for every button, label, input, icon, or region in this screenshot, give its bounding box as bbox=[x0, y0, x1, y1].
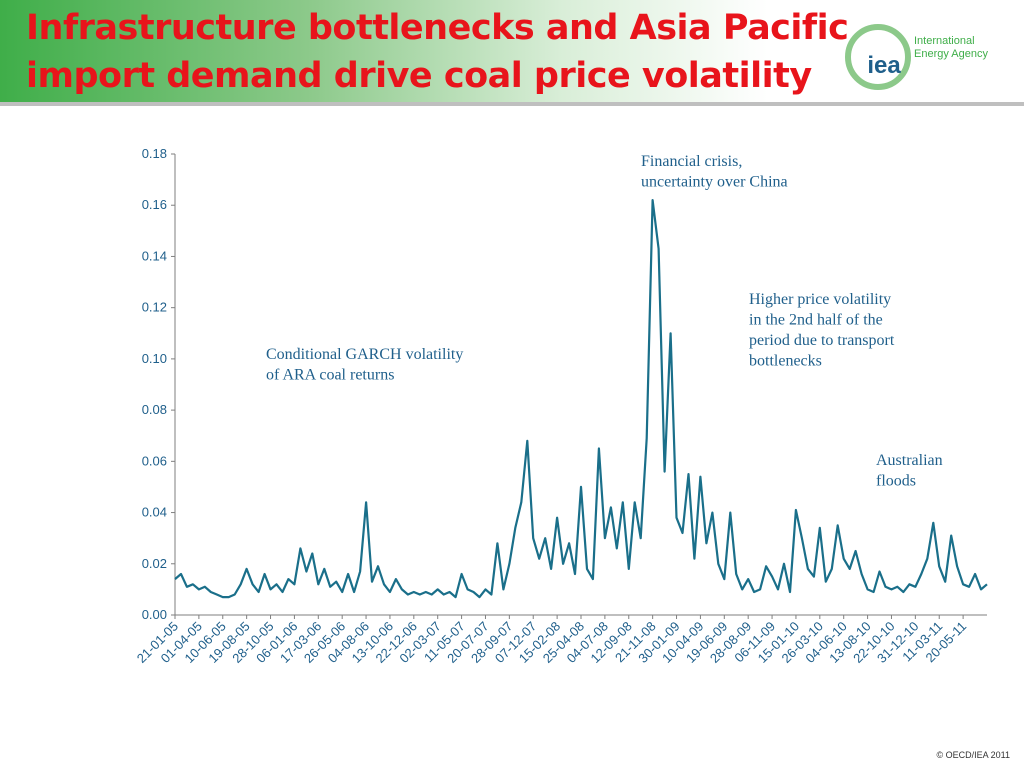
chart: 0.00 0.02 0.04 0.06 0.08 0.10 0.12 0.14 0.16 0.18… bbox=[134, 146, 988, 666]
annotation: Conditional GARCH volatility bbox=[266, 346, 463, 363]
y-tick-label: 0.18 bbox=[142, 146, 167, 161]
y-tick-label: 0.14 bbox=[142, 248, 167, 263]
y-tick-label: 0.08 bbox=[142, 402, 167, 417]
annotation: Higher price volatility bbox=[749, 291, 891, 308]
y-tick-label: 0.16 bbox=[142, 197, 167, 212]
annotation: bottlenecks bbox=[749, 353, 822, 370]
annotation: Australian bbox=[876, 452, 943, 469]
annotation: Financial crisis, bbox=[641, 153, 742, 170]
logo-ring bbox=[845, 24, 911, 90]
annotation: of ARA coal returns bbox=[266, 367, 394, 384]
slide-title: Infrastructure bottlenecks and Asia Paci… bbox=[26, 8, 849, 96]
title-rule bbox=[0, 102, 1024, 106]
y-tick-label: 0.06 bbox=[142, 453, 167, 468]
copyright: © OECD/IEA 2011 bbox=[936, 750, 1011, 760]
title-band bbox=[0, 0, 1024, 104]
annotation: floods bbox=[876, 473, 916, 490]
y-tick-label: 0.12 bbox=[142, 300, 167, 315]
annotation: period due to transport bbox=[749, 332, 895, 349]
series-line bbox=[174, 199, 988, 599]
logo: iea International Energy Agency bbox=[845, 24, 988, 90]
logo-mark: iea bbox=[867, 52, 901, 79]
y-tick-label: 0.10 bbox=[142, 351, 167, 366]
y-tick-label: 0.02 bbox=[142, 556, 167, 571]
y-tick-label: 0.04 bbox=[142, 505, 167, 520]
logo-line: Energy Agency bbox=[914, 48, 988, 60]
annotation: uncertainty over China bbox=[641, 174, 788, 191]
logo-line: International bbox=[914, 35, 975, 47]
annotation: in the 2nd half of the bbox=[749, 312, 883, 329]
y-tick-label: 0.00 bbox=[142, 607, 167, 622]
